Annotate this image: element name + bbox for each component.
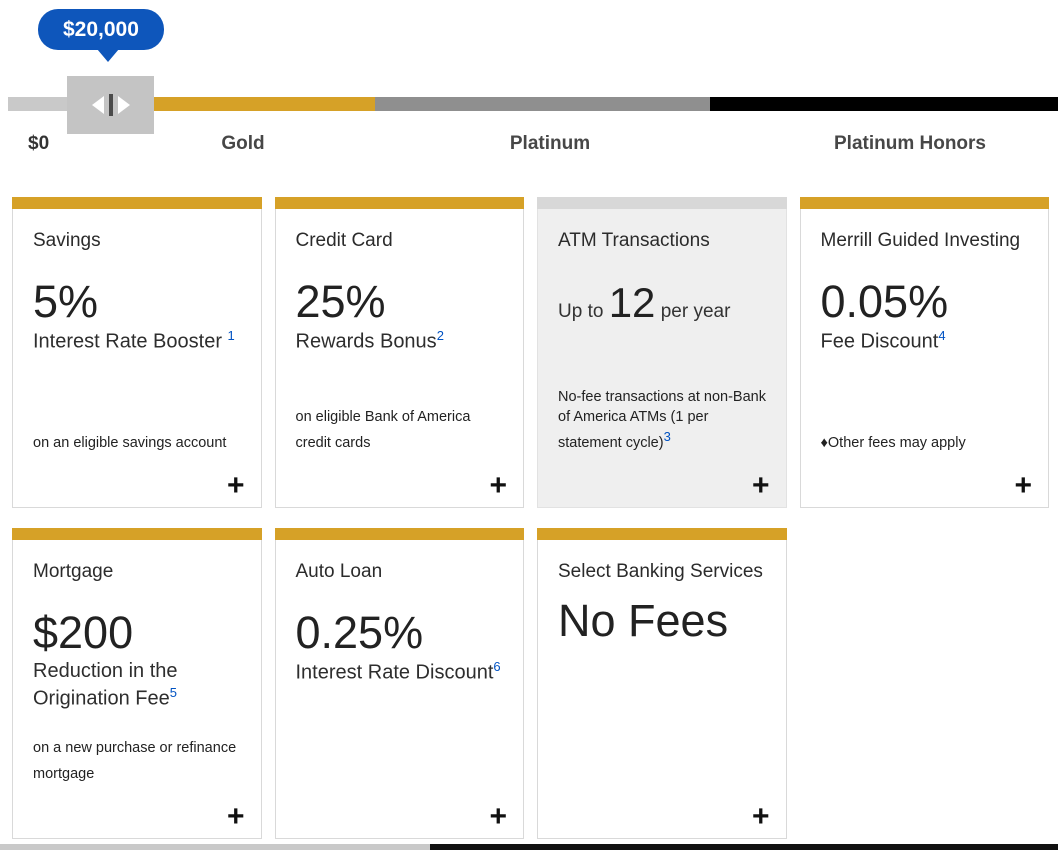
track-segment-platinum [375, 97, 710, 111]
bottom-divider-dark-segment [430, 844, 1058, 850]
benefit-card-savings: Savings 5% Interest Rate Booster 1 on an… [12, 197, 262, 508]
expand-card-button[interactable]: + [1014, 469, 1032, 502]
card-description: ♦Other fees may apply [820, 434, 966, 451]
card-accent-bar [12, 197, 262, 209]
tier-label-gold: Gold [221, 133, 265, 154]
benefit-card-atm-transactions: ATM Transactions Up to 12 per year No-fe… [537, 197, 787, 508]
tier-label-platinum-honors: Platinum Honors [833, 133, 987, 154]
card-title: Savings [33, 230, 101, 251]
card-description: No-fee transactions at non-Bank of Ameri… [558, 389, 766, 451]
balance-slider: $20,000 $0 Gold Platinum Platinum Honors [0, 0, 1058, 197]
track-segment-platinum-honors [710, 97, 1058, 111]
card-value: $200 [33, 607, 134, 659]
benefit-card-auto-loan: Auto Loan 0.25% Interest Rate Discount6 … [274, 528, 524, 839]
footnote-link[interactable]: 6 [493, 659, 501, 675]
card-description: on eligible Bank of America credit cards [295, 409, 471, 451]
card-title: Auto Loan [295, 561, 383, 582]
card-description: on an eligible savings account [33, 434, 227, 451]
expand-card-button[interactable]: + [226, 800, 245, 833]
card-accent-bar [799, 197, 1049, 209]
track-segment-start [8, 97, 76, 111]
card-subtitle: Fee Discount4 [820, 328, 946, 354]
card-accent-bar [537, 197, 787, 209]
benefit-card-mortgage: Mortgage $200 Reduction in the Originati… [12, 528, 262, 839]
card-value: 0.25% [295, 607, 424, 659]
footnote-link[interactable]: 4 [938, 328, 946, 344]
slider-track[interactable] [0, 97, 1058, 111]
expand-card-button[interactable]: + [226, 469, 245, 502]
tooltip-pointer [97, 49, 119, 62]
footnote-link[interactable]: 3 [663, 428, 671, 444]
benefit-card-credit-card: Credit Card 25% Rewards Bonus2 on eligib… [274, 197, 524, 508]
footnote-link[interactable]: 2 [436, 328, 444, 344]
bottom-divider-light-segment [0, 844, 430, 850]
tier-label-min: $0 [28, 133, 50, 154]
bottom-divider [0, 844, 1058, 850]
card-value: No Fees [558, 595, 729, 647]
card-title: Merrill Guided Investing [820, 230, 1021, 251]
card-title: Select Banking Services [558, 561, 763, 582]
arrow-right-icon [117, 96, 130, 114]
slider-value-tooltip: $20,000 [38, 9, 164, 50]
tier-label-platinum: Platinum [509, 133, 591, 154]
card-subtitle: Rewards Bonus2 [295, 328, 444, 354]
card-value: 0.05% [820, 276, 949, 328]
expand-card-button[interactable]: + [489, 469, 507, 502]
footnote-link[interactable]: 5 [169, 685, 177, 701]
expand-card-button[interactable]: + [751, 800, 770, 833]
card-value: 5% [33, 276, 99, 328]
card-accent-bar [12, 528, 262, 540]
footnote-link[interactable]: 1 [227, 328, 235, 344]
card-title: Mortgage [33, 561, 114, 582]
card-value: 25% [295, 276, 386, 328]
benefit-card-merrill-guided-investing: Merrill Guided Investing 0.05% Fee Disco… [799, 197, 1049, 508]
slider-handle[interactable] [67, 76, 154, 134]
card-title: ATM Transactions [558, 230, 710, 251]
benefit-card-select-banking-services: Select Banking Services No Fees + [537, 528, 787, 839]
card-accent-bar [274, 197, 524, 209]
card-description: on a new purchase or refinance mortgage [33, 740, 237, 782]
arrow-left-icon [91, 96, 104, 114]
card-accent-bar [537, 528, 787, 540]
card-title: Credit Card [295, 230, 393, 251]
card-subtitle: Interest Rate Booster 1 [33, 328, 235, 354]
card-value: Up to 12 per year [558, 279, 731, 327]
expand-card-button[interactable]: + [489, 800, 507, 833]
card-subtitle: Reduction in the Origination Fee5 [33, 660, 178, 710]
benefit-cards-grid: Savings 5% Interest Rate Booster 1 on an… [0, 197, 1058, 839]
handle-divider [108, 94, 113, 116]
expand-card-button[interactable]: + [751, 469, 770, 502]
card-accent-bar [274, 528, 524, 540]
card-subtitle: Interest Rate Discount6 [295, 659, 501, 685]
